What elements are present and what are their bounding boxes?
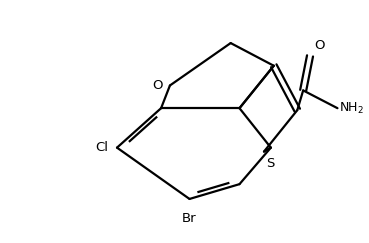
Text: O: O: [314, 39, 324, 52]
Text: Cl: Cl: [96, 141, 108, 154]
Text: O: O: [152, 79, 163, 92]
Text: Br: Br: [182, 212, 197, 225]
Text: NH$_2$: NH$_2$: [339, 101, 364, 116]
Text: S: S: [266, 157, 274, 170]
